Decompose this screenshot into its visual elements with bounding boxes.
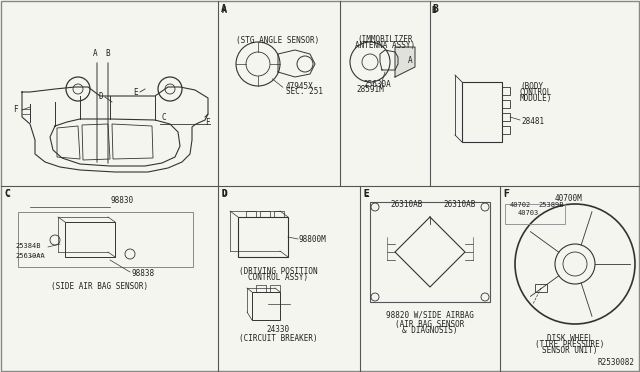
Bar bbox=[502, 87, 510, 95]
Bar bbox=[462, 82, 502, 142]
Text: 25384B: 25384B bbox=[15, 243, 40, 249]
Text: 40700M: 40700M bbox=[555, 194, 583, 203]
Text: (CIRCUIT BREAKER): (CIRCUIT BREAKER) bbox=[239, 334, 317, 343]
Text: F: F bbox=[503, 189, 508, 198]
Text: A: A bbox=[408, 55, 412, 64]
Text: E: E bbox=[363, 189, 369, 199]
Text: (TIRE PRESSURE): (TIRE PRESSURE) bbox=[535, 340, 605, 349]
Text: 26310AB: 26310AB bbox=[390, 200, 422, 209]
Text: E: E bbox=[133, 87, 138, 96]
Bar bbox=[274, 211, 284, 217]
Text: & DIAGNOSIS): & DIAGNOSIS) bbox=[403, 326, 458, 335]
Text: C: C bbox=[4, 189, 9, 198]
Text: 28591M: 28591M bbox=[356, 85, 384, 94]
Polygon shape bbox=[395, 47, 415, 77]
Text: 25630A: 25630A bbox=[363, 80, 391, 89]
Bar bbox=[18, 212, 193, 267]
Text: F: F bbox=[503, 189, 509, 199]
Text: CONTROL ASSY): CONTROL ASSY) bbox=[248, 273, 308, 282]
Text: B: B bbox=[432, 6, 437, 15]
Text: (BODY: (BODY bbox=[520, 82, 543, 91]
Text: CONTROL: CONTROL bbox=[520, 88, 552, 97]
Text: SENSOR UNIT): SENSOR UNIT) bbox=[542, 346, 598, 355]
Text: 28481: 28481 bbox=[521, 116, 544, 125]
Text: E: E bbox=[363, 189, 368, 198]
Text: D: D bbox=[99, 92, 103, 100]
Text: 98830: 98830 bbox=[110, 196, 133, 205]
Text: 98838: 98838 bbox=[132, 269, 155, 279]
Bar bbox=[535, 284, 547, 292]
Text: (IMMOBILIZER: (IMMOBILIZER bbox=[357, 35, 413, 44]
Text: F: F bbox=[205, 118, 210, 126]
Text: B: B bbox=[106, 49, 110, 58]
Text: (DRIVING POSITION: (DRIVING POSITION bbox=[239, 267, 317, 276]
Text: D: D bbox=[221, 189, 226, 198]
Text: DISK WHEEL: DISK WHEEL bbox=[547, 334, 593, 343]
Text: A: A bbox=[222, 6, 227, 15]
Text: A: A bbox=[93, 49, 97, 58]
Text: SEC. 251: SEC. 251 bbox=[286, 87, 323, 96]
Text: 25389B: 25389B bbox=[538, 202, 563, 208]
Bar bbox=[260, 211, 270, 217]
Text: (SIDE AIR BAG SENSOR): (SIDE AIR BAG SENSOR) bbox=[51, 282, 148, 291]
Text: 98820 W/SIDE AIRBAG: 98820 W/SIDE AIRBAG bbox=[386, 310, 474, 319]
Bar bbox=[65, 222, 115, 257]
Text: (AIR BAG SENSOR: (AIR BAG SENSOR bbox=[396, 320, 465, 329]
Bar bbox=[502, 100, 510, 108]
Text: 98800M: 98800M bbox=[299, 234, 327, 244]
Text: C: C bbox=[4, 189, 10, 199]
Bar bbox=[370, 202, 490, 302]
Text: A: A bbox=[221, 4, 227, 14]
Text: F: F bbox=[13, 105, 18, 113]
Text: ANTENNA ASSY): ANTENNA ASSY) bbox=[355, 41, 415, 50]
Text: 25630AA: 25630AA bbox=[15, 253, 45, 259]
Text: C: C bbox=[162, 113, 166, 122]
Bar bbox=[502, 126, 510, 134]
Text: 26310AB: 26310AB bbox=[443, 200, 476, 209]
Text: D: D bbox=[221, 189, 227, 199]
Text: 24330: 24330 bbox=[266, 325, 289, 334]
Text: R2530082: R2530082 bbox=[598, 358, 635, 367]
Bar bbox=[252, 292, 280, 320]
Bar bbox=[238, 217, 288, 257]
Text: B: B bbox=[432, 4, 438, 14]
Bar bbox=[246, 211, 256, 217]
Text: MODULE): MODULE) bbox=[520, 94, 552, 103]
Bar bbox=[502, 113, 510, 121]
Text: 47945X: 47945X bbox=[286, 82, 314, 91]
Bar bbox=[505, 204, 565, 224]
Text: 40703: 40703 bbox=[518, 210, 540, 216]
Text: (STG ANGLE SENSOR): (STG ANGLE SENSOR) bbox=[236, 36, 319, 45]
Text: 40702: 40702 bbox=[510, 202, 531, 208]
